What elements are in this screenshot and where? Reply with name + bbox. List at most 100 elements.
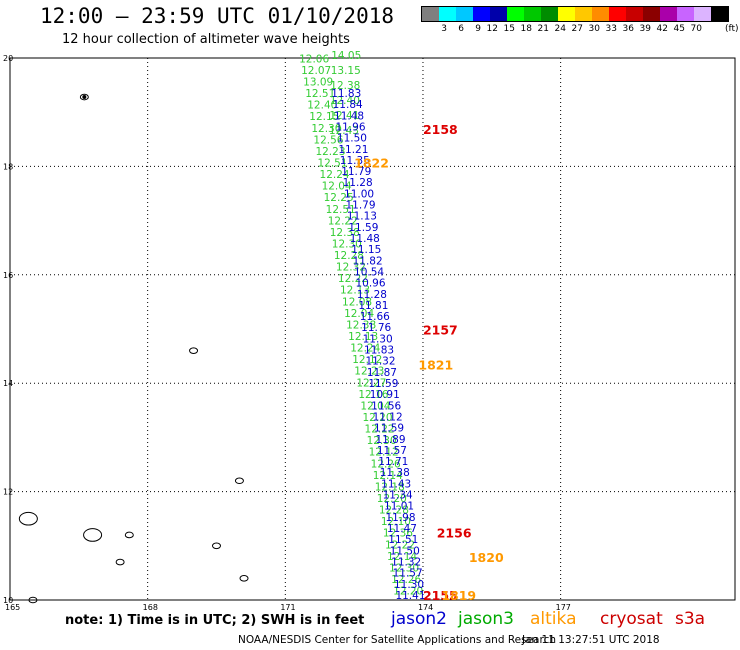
scale-label: 45 <box>673 24 685 34</box>
jason2-value: 11.50 <box>337 133 367 145</box>
jason3-value: 12.56 <box>313 134 343 146</box>
scale-swatch <box>694 7 711 21</box>
lat-label: 14 <box>3 379 13 388</box>
lon-label: 168 <box>143 603 158 612</box>
color-scale-bar <box>421 6 729 22</box>
jason3-value: 12.28 <box>379 505 409 517</box>
credit-line: NOAA/NESDIS Center for Satellite Applica… <box>238 634 556 646</box>
jason2-value: 11.59 <box>374 423 404 435</box>
jason2-value: 11.15 <box>351 244 381 256</box>
jason2-value: 11.32 <box>365 356 395 368</box>
island-wake-dot <box>82 95 87 100</box>
jason3-value: 12.14 <box>373 470 403 482</box>
jason2-value: 11.76 <box>361 322 391 334</box>
jason3-value: 12.22 <box>328 215 358 227</box>
jason3-value: 12.13 <box>348 331 378 343</box>
jason3-value: 12.13 <box>340 285 370 297</box>
island-wake <box>79 93 89 101</box>
map-subtitle: 12 hour collection of altimeter wave hei… <box>62 32 350 47</box>
jason2-value: 11.83 <box>364 345 394 357</box>
jason2-value: 11.48 <box>334 110 364 122</box>
jason2-value: 11.35 <box>340 155 370 167</box>
scale-swatch <box>575 7 592 21</box>
jason3-value: 13.15 <box>331 65 361 77</box>
scale-swatch <box>660 7 677 21</box>
lon-label: 174 <box>418 603 433 612</box>
scale-label: 42 <box>656 24 668 34</box>
jason3-value: 12.18 <box>375 481 405 493</box>
scale-label: 39 <box>639 24 651 34</box>
jason3-value: 12.22 <box>338 273 368 285</box>
island-small-north <box>189 347 199 354</box>
jason2-value: 11.51 <box>388 534 418 546</box>
legend-jason3: jason3 <box>458 609 514 629</box>
scale-swatch <box>456 7 473 21</box>
jason3-value: 12.20 <box>362 412 392 424</box>
jason3-value: 12.12 <box>369 447 399 459</box>
jason2-value: 11.00 <box>344 188 374 200</box>
jason2-value: 11.30 <box>394 579 424 591</box>
jason2-value: 11.28 <box>357 289 387 301</box>
jason3-value: 12.22 <box>365 424 395 436</box>
jason3-value: 12.51 <box>305 88 335 100</box>
jason2-value: 11.83 <box>331 88 361 100</box>
jason3-value: 12.41 <box>329 110 359 122</box>
jason2-value: 11.59 <box>368 378 398 390</box>
scale-swatch <box>473 7 490 21</box>
jason3-value: 12.16 <box>358 389 388 401</box>
orbit-label: 2156 <box>437 526 472 541</box>
jason3-value: 12.30 <box>311 123 341 135</box>
orbit-label: 1822 <box>354 155 389 170</box>
orbit-label: 2155 <box>423 588 458 603</box>
scale-unit: (ft) <box>725 24 739 34</box>
lat-label: 16 <box>3 271 13 280</box>
legend-note: note: 1) Time is in UTC; 2) SWH is in fe… <box>65 613 365 628</box>
scale-swatch <box>592 7 609 21</box>
jason2-value: 11.41 <box>395 590 425 602</box>
lat-label: 18 <box>3 162 13 171</box>
jason3-value: 12.43 <box>329 125 359 137</box>
jason3-value: 12.40 <box>330 95 360 107</box>
jason2-value: 11.13 <box>347 211 377 223</box>
legend-s3a: s3a <box>675 609 706 629</box>
jason2-value: 11.34 <box>383 490 413 502</box>
lat-label: 12 <box>3 488 13 497</box>
scale-label: 27 <box>571 24 583 34</box>
jason3-value: 12.30 <box>389 562 419 574</box>
jason2-value: 11.84 <box>333 99 363 111</box>
scale-label: 15 <box>503 24 515 34</box>
scale-swatch <box>439 7 456 21</box>
jason3-value: 12.23 <box>354 366 384 378</box>
lat-label: 10 <box>3 596 13 605</box>
scale-label: 21 <box>537 24 549 34</box>
jason2-value: 11.59 <box>348 222 378 234</box>
jason3-value: 12.26 <box>391 574 421 586</box>
jason3-value: 12.08 <box>342 296 372 308</box>
scale-swatch <box>626 7 643 21</box>
jason2-value: 11.98 <box>385 512 415 524</box>
map-title: 12:00 – 23:59 UTC 01/10/2018 <box>40 4 395 28</box>
jason2-value: 11.57 <box>377 445 407 457</box>
jason2-value: 11.81 <box>358 300 388 312</box>
jason3-value: 12.32 <box>336 262 366 274</box>
jason2-value: 10.54 <box>354 266 384 278</box>
lat-label: 20 <box>3 54 13 63</box>
color-scale: (ft) 3 6 9 12 15 18 21 24 27 30 33 36 39 42 45 70 <box>421 6 739 34</box>
jason2-value: 11.01 <box>384 501 414 513</box>
jason3-value: 12.38 <box>330 80 360 92</box>
jason2-value: 11.82 <box>353 255 383 267</box>
jason2-value: 11.50 <box>390 545 420 557</box>
jason2-value: 11.79 <box>345 200 375 212</box>
jason3-value: 12.06 <box>299 53 329 65</box>
jason2-value: 11.21 <box>338 144 368 156</box>
island-ujae <box>115 558 125 566</box>
orbit-label: 1821 <box>418 358 453 373</box>
orbit-label: 1819 <box>441 588 476 603</box>
scale-label: 24 <box>554 24 566 34</box>
island-rongelap <box>124 531 134 539</box>
island-southwest <box>28 596 38 604</box>
jason3-value: 12.38 <box>330 227 360 239</box>
scale-swatch <box>643 7 660 21</box>
scale-swatch <box>609 7 626 21</box>
